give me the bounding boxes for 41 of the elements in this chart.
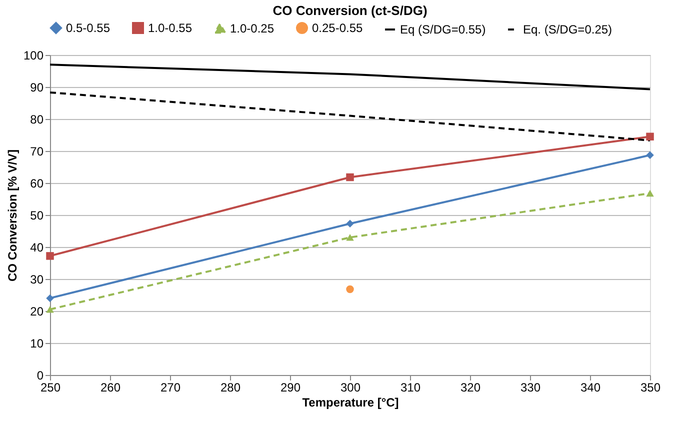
- point: [346, 234, 354, 241]
- point: [346, 173, 354, 182]
- point: [646, 190, 654, 197]
- legend-label: 0.5-0.55: [66, 21, 110, 35]
- y-tick-label: 0: [36, 368, 44, 382]
- point: [646, 151, 654, 160]
- x-tick-label: 270: [160, 380, 181, 394]
- x-tick-label: 290: [280, 380, 301, 394]
- y-tick-label: 80: [30, 112, 44, 126]
- point: [346, 285, 354, 294]
- x-tick-label: 320: [460, 380, 481, 394]
- x-tick-label: 310: [400, 380, 421, 394]
- x-tick-label: 340: [580, 380, 601, 394]
- y-tick-label: 60: [30, 176, 44, 190]
- legend-label: 1.0-0.55: [148, 21, 192, 35]
- point: [46, 306, 54, 313]
- y-tick-label: 70: [30, 144, 44, 158]
- y-tick-label: 100: [23, 48, 44, 62]
- y-axis-title: CO Conversion [% V/V]: [5, 149, 20, 282]
- legend-label: 1.0-0.25: [230, 21, 274, 36]
- legend-label: 0.25-0.55: [312, 21, 364, 35]
- x-tick-label: 280: [220, 380, 241, 394]
- legend-label: Eq (S/DG=0.55): [400, 22, 486, 36]
- point: [46, 294, 54, 302]
- point: [646, 132, 654, 140]
- x-tick-label: 350: [640, 380, 661, 394]
- y-tick-label: 50: [30, 208, 44, 222]
- x-tick-label: 330: [520, 380, 541, 394]
- legend-label: Eq. (S/DG=0.25): [523, 22, 612, 36]
- x-tick-label: 260: [100, 380, 121, 394]
- y-tick-label: 90: [30, 80, 44, 94]
- y-tick-label: 30: [30, 272, 44, 286]
- point: [346, 220, 354, 228]
- x-tick-label: 250: [40, 380, 61, 394]
- chart-title: CO Conversion (ct-S/DG): [272, 3, 428, 18]
- y-tick-label: 40: [30, 240, 44, 254]
- y-tick-label: 10: [30, 336, 44, 350]
- x-tick-label: 300: [340, 380, 361, 394]
- point: [46, 252, 54, 260]
- y-tick-label: 20: [30, 304, 44, 318]
- x-axis-title: Temperature [°C]: [302, 396, 399, 410]
